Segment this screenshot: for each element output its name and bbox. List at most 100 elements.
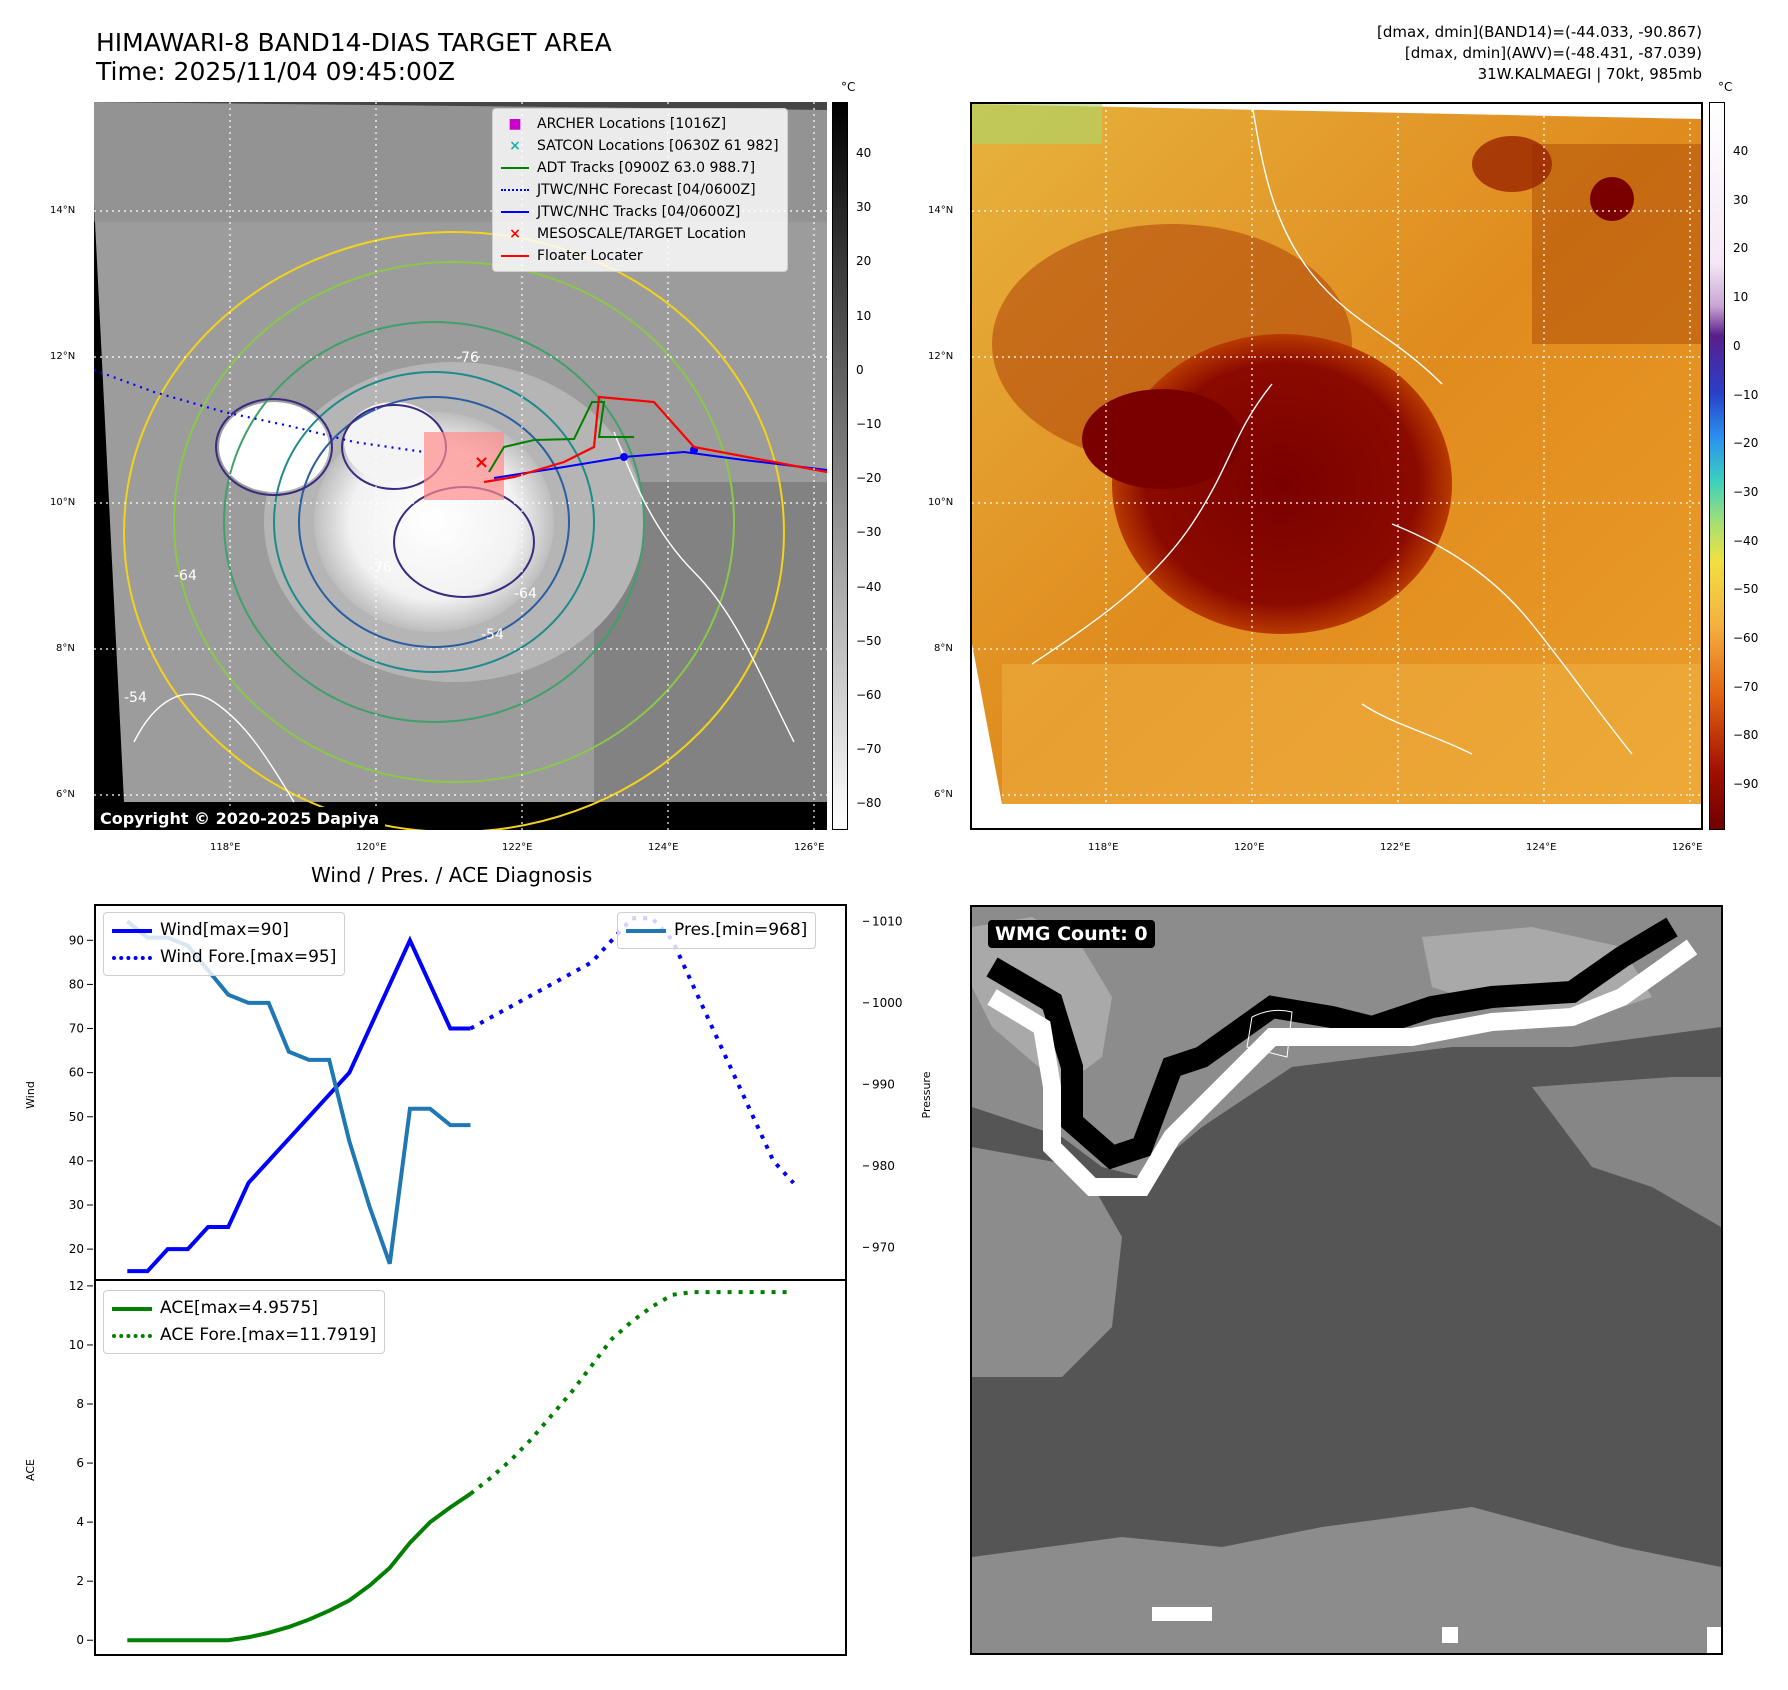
colorbar-tick: −70 <box>1733 679 1759 694</box>
axis-tick-label: 6 <box>76 1456 84 1470</box>
forecast-line-icon <box>501 189 529 191</box>
legend-item-satcon: × SATCON Locations [0630Z 61 982] <box>501 135 779 157</box>
axis-tick-label: 90 <box>69 933 84 947</box>
legend-label: JTWC/NHC Tracks [04/0600Z] <box>537 204 741 220</box>
axis-tick-label: 80 <box>69 977 84 991</box>
wind-forecast-series-line <box>469 916 795 1185</box>
axis-tick-label: 70 <box>69 1022 84 1036</box>
contour-label: -54 <box>481 627 504 643</box>
svg-text:×: × <box>474 452 489 473</box>
lon-tick: 120°E <box>356 842 387 853</box>
legend-label: Wind[max=90] <box>160 920 289 940</box>
map-legend: ■ ARCHER Locations [1016Z] × SATCON Locati… <box>492 108 788 272</box>
pres-line-icon <box>626 928 666 933</box>
copyright-label: Copyright © 2020-2025 Dapiya <box>94 807 386 830</box>
legend-item-floater: Floater Locater <box>501 245 779 267</box>
axis-tick-label: 2 <box>76 1574 84 1588</box>
archer-marker-icon: ■ <box>508 116 522 132</box>
wmg-count-badge: WMG Count: 0 <box>988 920 1155 948</box>
axis-tick-label: 4 <box>76 1515 84 1529</box>
figure-time: Time: 2025/11/04 09:45:00Z <box>96 57 455 86</box>
lat-tick: 10°N <box>50 497 76 508</box>
lon-tick: 124°E <box>1526 842 1557 853</box>
wind-fore-line-icon <box>112 955 152 960</box>
colorbar-tick: −10 <box>1733 387 1759 402</box>
lon-tick: 118°E <box>1088 842 1119 853</box>
lon-tick: 126°E <box>1672 842 1703 853</box>
ace-axis-label: ACE <box>24 1459 37 1481</box>
legend-item-archer: ■ ARCHER Locations [1016Z] <box>501 113 779 135</box>
axis-tick-label: 970 <box>872 1240 895 1254</box>
colorbar-awv-unit: °C <box>1718 80 1733 94</box>
colorbar-tick: 0 <box>1733 338 1741 353</box>
colorbar-gray-unit: °C <box>841 80 856 94</box>
legend-label: JTWC/NHC Forecast [04/0600Z] <box>537 182 756 198</box>
colorbar-tick: −50 <box>1733 582 1759 597</box>
lon-tick: 122°E <box>1380 842 1411 853</box>
wmg-map <box>972 907 1721 1653</box>
lat-tick: 8°N <box>934 643 953 654</box>
colorbar-tick: 0 <box>856 362 864 377</box>
colorbar-tick: −60 <box>856 688 882 702</box>
axis-tick-label: 12 <box>69 1279 84 1293</box>
lat-tick: 6°N <box>934 789 953 800</box>
lat-tick: 8°N <box>56 643 75 654</box>
axis-tick-label: 30 <box>69 1198 84 1212</box>
colorbar-tick: 10 <box>856 308 872 323</box>
wind-line-icon <box>112 928 152 933</box>
colorbar-tick: −20 <box>856 471 882 486</box>
ir-map-panel: × -76 -76 -64 -64 -54 -54 Copyright © 20… <box>93 102 828 833</box>
colorbar-tick: 40 <box>856 146 872 160</box>
colorbar-tick: −20 <box>1733 436 1759 451</box>
axis-tick-label: 20 <box>69 1242 84 1256</box>
lat-tick: 14°N <box>928 205 954 216</box>
lat-tick: 10°N <box>928 497 954 508</box>
lon-tick: 122°E <box>502 842 533 853</box>
legend-label: ACE Fore.[max=11.7919] <box>160 1325 377 1345</box>
lat-tick: 6°N <box>56 789 75 800</box>
lon-tick: 118°E <box>210 842 241 853</box>
colorbar-awv <box>1709 102 1725 830</box>
colorbar-tick: 20 <box>1733 241 1749 256</box>
ace-line-icon <box>112 1306 152 1311</box>
lat-tick: 14°N <box>50 205 76 216</box>
axis-tick-label: 60 <box>69 1066 84 1080</box>
diagnosis-title: Wind / Pres. / ACE Diagnosis <box>311 863 593 887</box>
legend-label: ACE[max=4.9575] <box>160 1298 318 1318</box>
legend-item-jtwc-forecast: JTWC/NHC Forecast [04/0600Z] <box>501 179 779 201</box>
wind-legend: Wind[max=90] Wind Fore.[max=95] <box>103 912 346 976</box>
colorbar-tick: −60 <box>1733 631 1759 645</box>
diagnosis-chart: Wind Pressure ACE 20 30 40 50 60 70 80 90 970 98… <box>0 900 940 1670</box>
axis-tick-label: 50 <box>69 1110 84 1124</box>
colorbar-tick: −90 <box>1733 777 1759 792</box>
lat-tick: 12°N <box>928 351 954 362</box>
colorbar-tick: 30 <box>856 200 872 215</box>
contour-label: -54 <box>124 690 147 706</box>
colorbar-tick: 40 <box>1733 144 1749 158</box>
ace-legend: ACE[max=4.9575] ACE Fore.[max=11.7919] <box>103 1290 386 1354</box>
legend-label: MESOSCALE/TARGET Location <box>537 226 747 242</box>
axis-tick-label: 8 <box>76 1397 84 1411</box>
axis-tick-label: 40 <box>69 1154 84 1168</box>
dmax-band14: [dmax, dmin](BAND14)=(-44.033, -90.867) <box>1377 23 1702 41</box>
ace-forecast-series-line <box>469 1290 794 1496</box>
axis-tick-label: 980 <box>872 1159 895 1173</box>
axis-tick-label: 1000 <box>872 996 903 1010</box>
adt-line-icon <box>501 167 529 169</box>
contour-label: -76 <box>456 350 479 366</box>
colorbar-tick: 20 <box>856 254 872 269</box>
colorbar-gray <box>832 102 848 830</box>
contour-label: -64 <box>514 586 537 602</box>
wind-series-line <box>127 935 471 1274</box>
awv-map-panel <box>970 102 1703 830</box>
legend-item-adt: ADT Tracks [0900Z 63.0 988.7] <box>501 157 779 179</box>
wmg-panel: WMG Count: 0 <box>970 905 1723 1655</box>
storm-info: 31W.KALMAEGI | 70kt, 985mb <box>1477 65 1702 83</box>
legend-label: Wind Fore.[max=95] <box>160 947 337 967</box>
legend-label: Pres.[min=968] <box>674 920 808 940</box>
dmax-awv: [dmax, dmin](AWV)=(-48.431, -87.039) <box>1404 44 1702 62</box>
axis-tick-label: 990 <box>872 1077 895 1091</box>
contour-label: -64 <box>174 568 197 584</box>
contour-label: -76 <box>369 560 392 576</box>
